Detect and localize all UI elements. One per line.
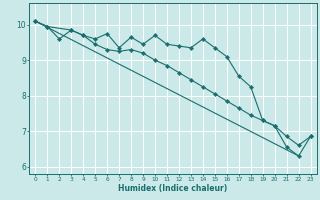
X-axis label: Humidex (Indice chaleur): Humidex (Indice chaleur) bbox=[118, 184, 228, 193]
